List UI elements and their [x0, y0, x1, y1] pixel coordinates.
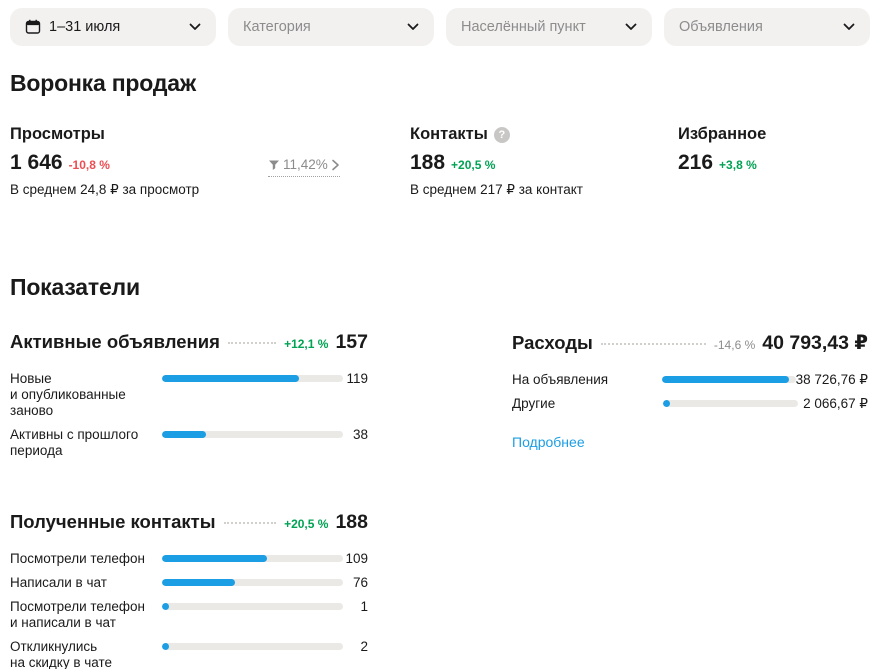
- row-value: 119: [346, 371, 368, 386]
- conversion-rate[interactable]: 11,42%: [268, 157, 340, 177]
- row-value: 1: [360, 599, 368, 614]
- metrics-left-column: Активные объявления +12,1 % 157 Новые и …: [10, 331, 368, 669]
- location-placeholder: Населённый пункт: [461, 19, 586, 35]
- block-title: Активные объявления: [10, 331, 220, 352]
- filter-chip-listings[interactable]: Объявления: [664, 8, 870, 46]
- date-range-label: 1–31 июля: [49, 19, 121, 35]
- row-label: Откликнулись на скидку в чате: [10, 639, 113, 669]
- row-label: Новые и опубликованные заново: [10, 371, 126, 418]
- dotted-leader: [227, 342, 277, 344]
- block-active-listings: Активные объявления +12,1 % 157 Новые и …: [10, 331, 368, 459]
- metrics-area: Активные объявления +12,1 % 157 Новые и …: [10, 331, 876, 669]
- row-value: 109: [345, 551, 368, 566]
- row-label: На объявления: [512, 372, 609, 387]
- filter-bar: 1–31 июля Категория Населённый пункт Объ…: [0, 0, 886, 46]
- conversion-value: 11,42%: [283, 157, 328, 172]
- step-delta: +20,5 %: [451, 158, 496, 172]
- row-label: Посмотрели телефон: [10, 551, 145, 566]
- chevron-down-icon: [843, 23, 855, 31]
- block-delta: +20,5 %: [284, 517, 329, 531]
- metric-row: Написали в чат 76: [10, 575, 368, 591]
- section-title-funnel: Воронка продаж: [10, 70, 196, 96]
- chevron-down-icon: [625, 23, 637, 31]
- funnel-icon: [269, 160, 279, 170]
- bar-track: [661, 376, 796, 383]
- step-delta: -10,8 %: [68, 158, 110, 172]
- step-caption: В среднем 24,8 ₽ за просмотр: [10, 182, 200, 197]
- metric-row: Новые и опубликованные заново 119: [10, 371, 368, 419]
- bar-track: [162, 603, 343, 610]
- step-caption: В среднем 217 ₽ за контакт: [410, 182, 583, 197]
- step-label: Просмотры: [10, 125, 105, 143]
- block-total: 40 793,43 ₽: [762, 332, 868, 354]
- block-total: 188: [335, 511, 368, 533]
- conversion-wrap: 11,42%: [268, 125, 410, 198]
- bar-fill: [162, 431, 206, 438]
- row-value: 2 066,67 ₽: [803, 396, 868, 411]
- dotted-leader: [223, 522, 277, 524]
- row-label: Другие: [512, 396, 556, 411]
- block-delta: -14,6 %: [713, 338, 756, 352]
- metric-row: Откликнулись на скидку в чате 2: [10, 639, 368, 669]
- bar-fill: [162, 555, 267, 562]
- step-label: Избранное: [678, 125, 767, 143]
- funnel-step-views: Просмотры 1 646 -10,8 % В среднем 24,8 ₽…: [10, 125, 268, 198]
- dotted-leader: [600, 343, 706, 345]
- bar-fill: [661, 376, 789, 383]
- row-value: 76: [352, 575, 368, 590]
- help-icon[interactable]: ?: [493, 126, 510, 143]
- metric-row: На объявления 38 726,76 ₽: [512, 372, 868, 388]
- bar-fill: [162, 603, 169, 610]
- filter-chip-location[interactable]: Населённый пункт: [446, 8, 652, 46]
- filter-chip-category[interactable]: Категория: [228, 8, 434, 46]
- bar-fill: [663, 400, 670, 407]
- block-title: Расходы: [512, 332, 593, 353]
- bar-fill: [162, 643, 169, 650]
- step-value: 216: [678, 151, 714, 174]
- bar-track: [162, 579, 343, 586]
- details-link[interactable]: Подробнее: [512, 434, 585, 450]
- bar-track: [162, 375, 343, 382]
- row-label: Написали в чат: [10, 575, 107, 590]
- block-delta: +12,1 %: [284, 337, 329, 351]
- row-value: 38 726,76 ₽: [795, 372, 868, 387]
- block-total: 157: [335, 331, 368, 353]
- row-value: 38: [352, 427, 368, 442]
- row-label: Посмотрели телефон и написали в чат: [10, 599, 145, 630]
- funnel-step-favorites: Избранное 216 +3,8 %: [678, 125, 876, 198]
- block-title: Полученные контакты: [10, 511, 216, 532]
- block-received-contacts: Полученные контакты +20,5 % 188 Посмотре…: [10, 511, 368, 669]
- filter-chip-date[interactable]: 1–31 июля: [10, 8, 216, 46]
- bar-track: [162, 555, 343, 562]
- metric-row: Посмотрели телефон 109: [10, 551, 368, 567]
- row-value: 2: [360, 639, 368, 654]
- bar-fill: [162, 375, 300, 382]
- metrics-right-column: Расходы -14,6 % 40 793,43 ₽ На объявлени…: [512, 331, 868, 452]
- chevron-right-icon: [331, 159, 339, 170]
- metric-row: Активны с прошлого периода 38: [10, 427, 368, 459]
- listings-placeholder: Объявления: [679, 19, 763, 35]
- metric-row: Посмотрели телефон и написали в чат 1: [10, 599, 368, 631]
- bar-track: [162, 431, 343, 438]
- bar-track: [663, 400, 798, 407]
- row-label: Активны с прошлого периода: [10, 427, 139, 458]
- bar-track: [162, 643, 343, 650]
- chevron-down-icon: [407, 23, 419, 31]
- step-value: 188: [410, 151, 446, 174]
- step-value: 1 646: [10, 151, 63, 174]
- calendar-icon: [25, 19, 41, 35]
- funnel-step-contacts: Контакты ? 188 +20,5 % В среднем 217 ₽ з…: [410, 125, 678, 198]
- step-label: Контакты: [410, 125, 488, 143]
- category-placeholder: Категория: [243, 19, 311, 35]
- metric-row: Другие 2 066,67 ₽: [512, 396, 868, 412]
- section-title-metrics: Показатели: [10, 274, 140, 300]
- sales-funnel: Просмотры 1 646 -10,8 % В среднем 24,8 ₽…: [10, 125, 876, 198]
- chevron-down-icon: [189, 23, 201, 31]
- step-delta: +3,8 %: [719, 158, 757, 172]
- bar-fill: [162, 579, 236, 586]
- block-expenses: Расходы -14,6 % 40 793,43 ₽ На объявлени…: [512, 331, 868, 452]
